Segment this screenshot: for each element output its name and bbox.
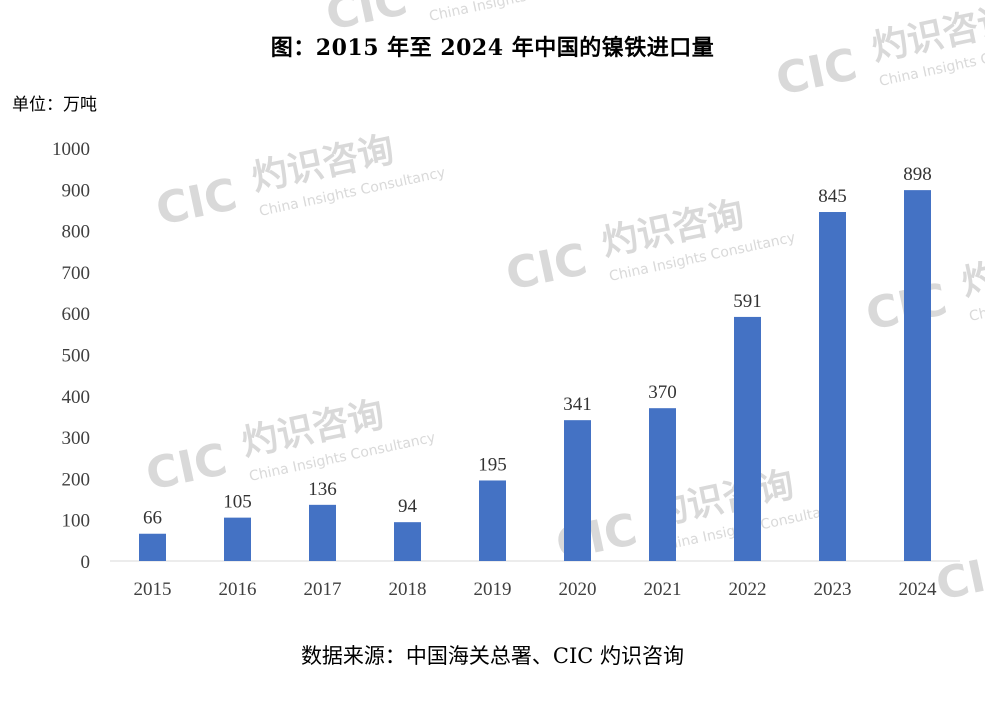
y-tick-label: 500 [62, 346, 91, 367]
bar [649, 408, 676, 561]
x-tick-label: 2020 [559, 579, 597, 600]
data-label: 845 [818, 186, 847, 207]
bar [819, 212, 846, 561]
bar [479, 480, 506, 561]
data-label: 94 [398, 496, 418, 517]
y-tick-label: 600 [62, 304, 91, 325]
data-label: 898 [903, 164, 932, 185]
y-tick-label: 400 [62, 387, 91, 408]
unit-label: 单位：万吨 [12, 95, 97, 115]
y-tick-label: 1000 [52, 139, 90, 160]
data-label: 66 [143, 508, 162, 529]
source-note: 数据来源：中国海关总署、CIC 灼识咨询 [300, 644, 685, 668]
chart-title: 图：2015 年至 2024 年中国的镍铁进口量 [270, 35, 715, 61]
x-tick-label: 2024 [899, 579, 938, 600]
data-label: 341 [563, 394, 592, 415]
y-tick-label: 300 [62, 428, 91, 449]
y-tick-label: 0 [81, 552, 91, 573]
x-tick-label: 2019 [474, 579, 512, 600]
x-axis: 2015 2016 2017 2018 2019 2020 2021 2022 2023 2024 [110, 560, 960, 600]
bar [564, 420, 591, 561]
data-label: 370 [648, 382, 677, 403]
x-tick-label: 2018 [389, 579, 427, 600]
bar [734, 316, 761, 561]
bar [394, 522, 421, 561]
y-tick-label: 700 [62, 263, 91, 284]
y-tick-label: 200 [62, 469, 91, 490]
y-tick-label: 900 [62, 180, 91, 201]
y-axis: 0 100 200 300 400 500 600 700 800 900 1000 [52, 139, 90, 573]
bar [224, 517, 251, 561]
bar [139, 533, 166, 561]
data-label: 195 [478, 454, 507, 475]
bar [309, 504, 336, 561]
x-tick-label: 2022 [729, 579, 767, 600]
y-tick-label: 800 [62, 222, 91, 243]
bar [904, 190, 931, 561]
x-tick-label: 2023 [814, 579, 852, 600]
x-tick-label: 2016 [219, 579, 257, 600]
data-label: 105 [223, 492, 252, 513]
x-tick-label: 2015 [134, 579, 172, 600]
data-labels: 66 105 136 94 195 341 370 591 845 898 [143, 164, 932, 529]
data-label: 591 [733, 291, 762, 312]
data-label: 136 [308, 479, 337, 500]
y-tick-label: 100 [62, 511, 91, 532]
bars [139, 190, 931, 561]
x-tick-label: 2017 [304, 579, 342, 600]
x-tick-label: 2021 [644, 579, 682, 600]
